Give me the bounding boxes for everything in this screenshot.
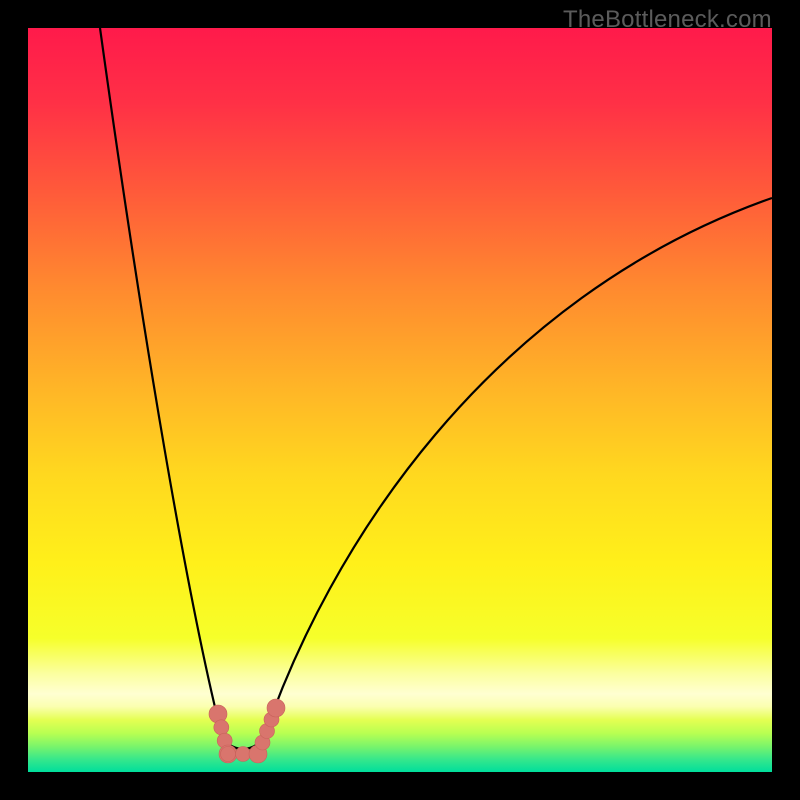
plot-area	[28, 28, 772, 772]
chart-container: TheBottleneck.com	[0, 0, 800, 800]
v-curve	[28, 28, 772, 772]
marker-dot	[236, 747, 251, 762]
marker-dot	[214, 720, 229, 735]
marker-dot	[267, 699, 285, 717]
curve-path-left	[100, 28, 223, 740]
marker-dot	[221, 747, 236, 762]
curve-path-right	[263, 198, 772, 740]
marker-group	[209, 699, 285, 763]
